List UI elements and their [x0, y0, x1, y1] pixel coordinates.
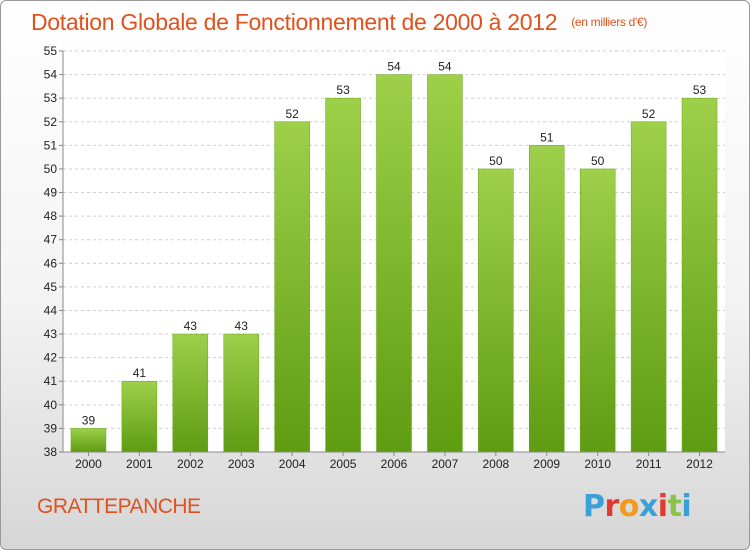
data-label-2006: 54 — [387, 60, 401, 74]
y-tick-label: 52 — [44, 115, 58, 129]
x-tick-label-2004: 2004 — [279, 457, 306, 471]
bar-2002 — [172, 333, 209, 453]
y-tick-label: 40 — [44, 398, 58, 412]
y-tick-label: 46 — [44, 256, 58, 270]
data-label-2010: 50 — [591, 154, 605, 168]
y-tick-label: 41 — [44, 374, 58, 388]
x-tick-label-2002: 2002 — [177, 457, 204, 471]
chart-title: Dotation Globale de Fonctionnement de 20… — [31, 9, 647, 36]
y-tick-label: 54 — [44, 68, 58, 82]
y-tick-label: 49 — [44, 186, 58, 200]
bar-2003 — [223, 333, 259, 453]
logo-letter: r — [604, 489, 620, 524]
x-tick-label-2001: 2001 — [126, 457, 153, 471]
data-label-2007: 54 — [438, 60, 452, 74]
y-tick-label: 42 — [44, 351, 58, 365]
logo-letter: t — [667, 489, 682, 524]
y-axis-ticks: 38 39 40 41 42 43 44 45 46 47 48 49 50 51 52 53 54 55 — [44, 44, 63, 459]
bar-2008 — [478, 168, 514, 453]
data-label-2003: 43 — [235, 319, 249, 333]
y-tick-label: 47 — [44, 233, 58, 247]
bar-2004 — [274, 121, 310, 453]
y-tick-label: 43 — [44, 327, 58, 341]
y-tick-label: 44 — [44, 303, 58, 317]
y-tick-label: 53 — [44, 91, 58, 105]
proxiti-logo[interactable]: Proxiti — [583, 489, 692, 524]
y-tick-label: 38 — [44, 445, 58, 459]
x-tick-label-2008: 2008 — [482, 457, 509, 471]
bars: 39 41 43 43 52 53 54 54 50 51 50 52 53 — [70, 60, 718, 453]
x-tick-label-2000: 2000 — [75, 457, 102, 471]
y-tick-label: 39 — [44, 421, 58, 435]
data-label-2000: 39 — [82, 413, 96, 427]
y-tick-label: 45 — [44, 280, 58, 294]
chart-unit: (en milliers d'€) — [571, 15, 648, 29]
bar-2005 — [325, 97, 361, 453]
commune-name: GRATTEPANCHE — [37, 495, 201, 518]
logo-letter: x — [638, 489, 658, 524]
y-tick-label: 50 — [44, 162, 58, 176]
bar-2001 — [121, 380, 158, 453]
x-tick-label-2003: 2003 — [228, 457, 255, 471]
y-tick-label: 48 — [44, 209, 58, 223]
bar-2000 — [70, 428, 107, 453]
bar-2009 — [529, 145, 565, 453]
data-label-2001: 41 — [133, 366, 147, 380]
y-tick-label: 55 — [44, 44, 58, 58]
x-tick-label-2005: 2005 — [330, 457, 357, 471]
data-label-2002: 43 — [184, 319, 198, 333]
data-label-2012: 53 — [693, 83, 707, 97]
data-label-2008: 50 — [489, 154, 503, 168]
logo-letter: i — [681, 489, 692, 524]
x-tick-label-2012: 2012 — [686, 457, 713, 471]
data-label-2004: 52 — [285, 107, 299, 121]
chart-title-text: Dotation Globale de Fonctionnement de 20… — [31, 9, 558, 35]
y-tick-label: 51 — [44, 138, 58, 152]
bar-2012 — [681, 97, 718, 453]
bar-2010 — [579, 168, 616, 453]
data-label-2005: 53 — [336, 83, 350, 97]
logo-letter: i — [657, 489, 668, 524]
x-axis-ticks: 2000 2001 2002 2003 2004 2005 2006 2007 2008 2009… — [75, 452, 713, 471]
logo-letter: o — [618, 489, 640, 524]
x-tick-label-2010: 2010 — [584, 457, 611, 471]
data-label-2009: 51 — [540, 130, 554, 144]
logo-letter: P — [583, 489, 605, 524]
data-label-2011: 52 — [642, 107, 656, 121]
x-tick-label-2011: 2011 — [636, 457, 662, 471]
bar-2007 — [427, 74, 463, 453]
bar-2006 — [376, 74, 412, 453]
x-tick-label-2006: 2006 — [381, 457, 408, 471]
bar-2011 — [630, 121, 667, 453]
x-tick-label-2009: 2009 — [533, 457, 560, 471]
x-tick-label-2007: 2007 — [432, 457, 459, 471]
